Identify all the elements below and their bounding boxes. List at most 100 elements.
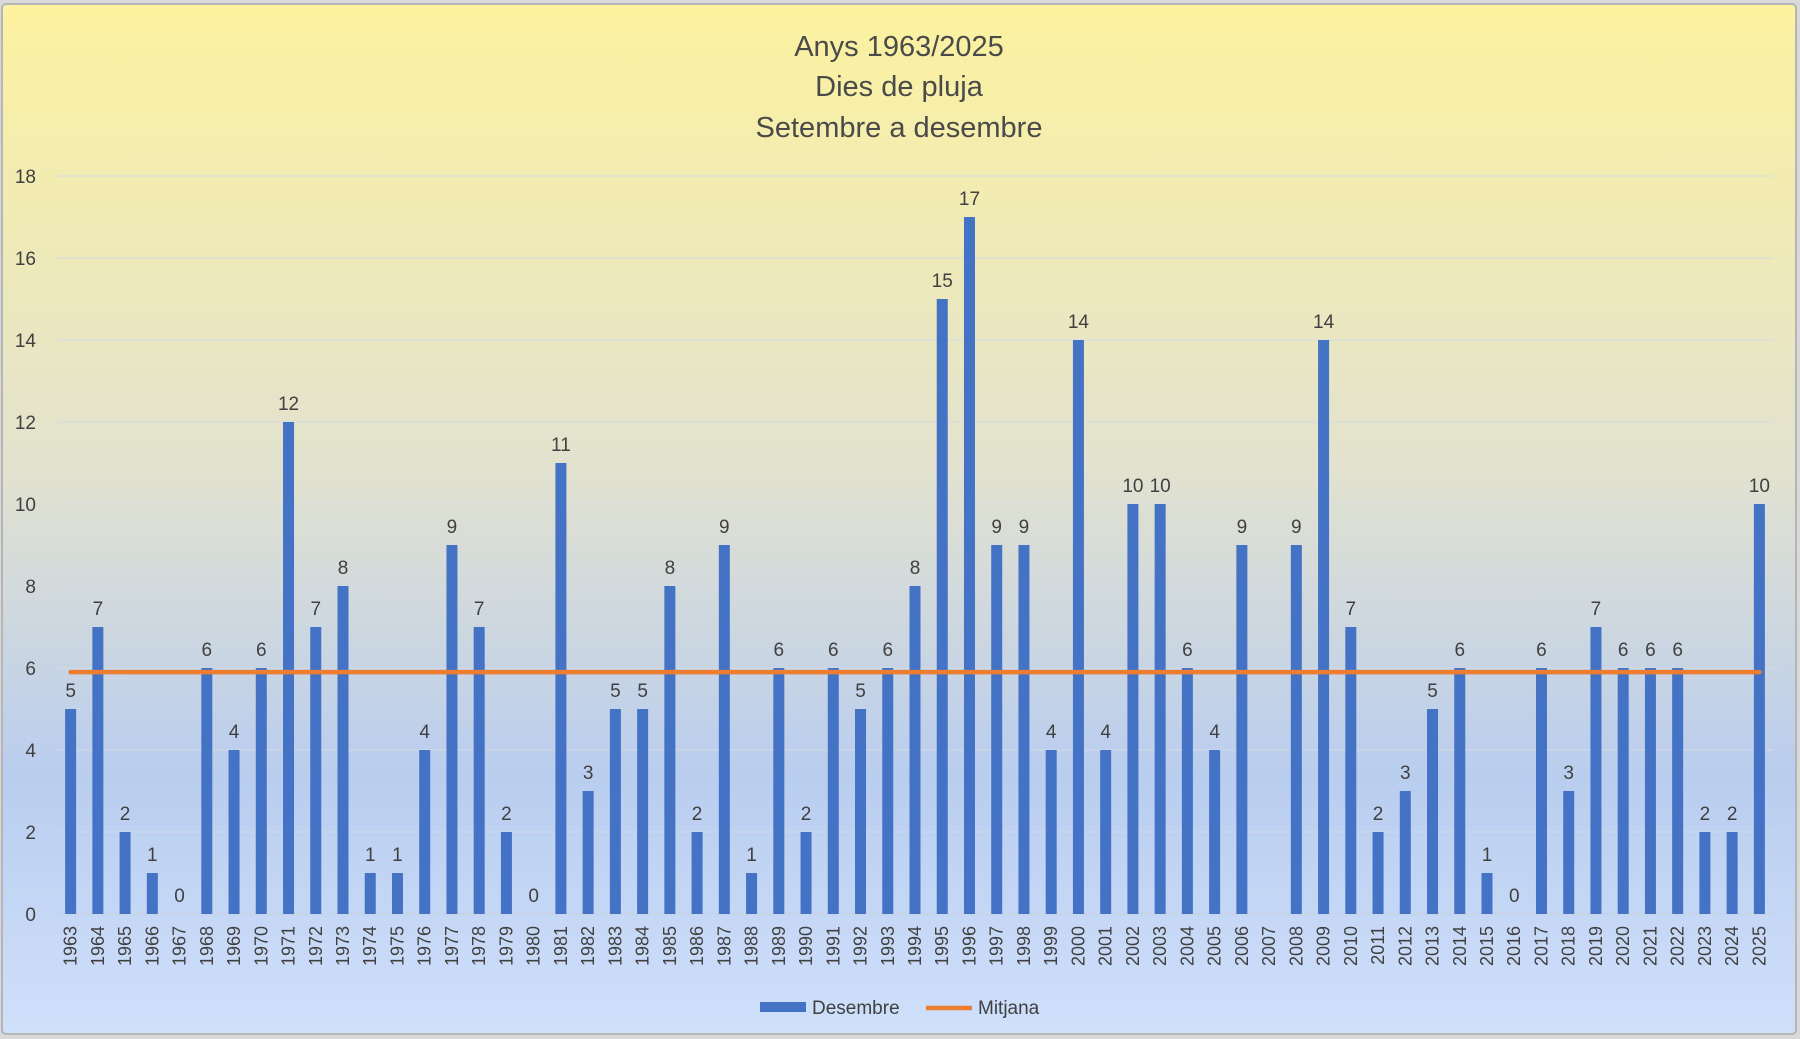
bar	[1427, 709, 1439, 914]
data-label: 4	[1209, 722, 1220, 743]
data-label: 9	[991, 517, 1002, 538]
bar	[800, 832, 812, 914]
bar	[827, 668, 839, 914]
bar	[65, 709, 77, 914]
data-label: 12	[278, 394, 299, 415]
x-tick-label: 1963	[61, 926, 81, 966]
x-tick-label: 2017	[1531, 926, 1551, 966]
x-tick-label: 1970	[251, 926, 271, 966]
chart-background	[1, 3, 1797, 1035]
x-axis-ticks: 1963 1964 1965 1966 1967 1968 1969 1970 1971 1972…	[61, 926, 1770, 966]
x-tick-label: 1997	[987, 926, 1007, 966]
bar	[555, 463, 567, 914]
bar	[119, 832, 131, 914]
data-label: 2	[501, 804, 512, 825]
x-tick-label: 1980	[524, 926, 544, 966]
data-label: 10	[1150, 476, 1171, 497]
x-tick-label: 2016	[1504, 926, 1524, 966]
x-tick-label: 2005	[1205, 926, 1225, 966]
y-tick-label: 8	[25, 577, 36, 598]
bar	[1372, 832, 1384, 914]
x-tick-label: 2013	[1423, 926, 1443, 966]
x-tick-label: 2012	[1395, 926, 1415, 966]
bar	[936, 299, 948, 914]
chart-title: Anys 1963/2025 Dies de pluja Setembre a …	[756, 31, 1043, 144]
data-label: 7	[1346, 599, 1357, 620]
x-tick-label: 1978	[469, 926, 489, 966]
bar	[1072, 340, 1084, 914]
y-axis-ticks: 0 2 4 6 8 10 12 14 16 18	[15, 167, 37, 926]
bar	[146, 873, 158, 914]
x-tick-label: 1985	[660, 926, 680, 966]
data-label: 7	[474, 599, 485, 620]
bar	[337, 586, 349, 914]
bar	[1563, 791, 1575, 914]
title-line-1: Anys 1963/2025	[794, 31, 1004, 63]
data-label: 2	[120, 804, 131, 825]
x-tick-label: 1969	[224, 926, 244, 966]
data-label: 2	[1727, 804, 1738, 825]
x-tick-label: 2015	[1477, 926, 1497, 966]
bar	[1209, 750, 1221, 914]
data-label: 0	[528, 886, 539, 907]
data-label: 17	[959, 189, 980, 210]
data-label: 6	[1645, 640, 1656, 661]
y-tick-label: 14	[15, 331, 37, 352]
legend-swatch-bar	[760, 1002, 806, 1012]
bar	[1154, 504, 1166, 914]
y-tick-label: 10	[15, 495, 36, 516]
x-tick-label: 2008	[1286, 926, 1306, 966]
y-tick-label: 12	[15, 413, 36, 434]
data-label: 4	[229, 722, 240, 743]
bar	[391, 873, 403, 914]
data-label: 2	[1700, 804, 1711, 825]
data-label: 11	[551, 435, 571, 456]
bar	[609, 709, 621, 914]
data-label: 6	[882, 640, 893, 661]
data-label: 8	[338, 558, 349, 579]
bar	[201, 668, 213, 914]
x-tick-label: 2000	[1068, 926, 1088, 966]
data-label: 0	[1509, 886, 1520, 907]
data-label: 6	[1618, 640, 1629, 661]
title-line-3: Setembre a desembre	[756, 112, 1043, 144]
bar	[283, 422, 295, 914]
x-tick-label: 1995	[932, 926, 952, 966]
data-label: 14	[1313, 312, 1335, 333]
bar	[1753, 504, 1765, 914]
bar	[746, 873, 758, 914]
x-tick-label: 1973	[333, 926, 353, 966]
data-label: 9	[1237, 517, 1248, 538]
bar	[500, 832, 512, 914]
data-label: 5	[65, 681, 76, 702]
x-tick-label: 1965	[115, 926, 135, 966]
data-label: 1	[147, 845, 158, 866]
data-label: 6	[774, 640, 785, 661]
bar	[1699, 832, 1711, 914]
data-label: 6	[1536, 640, 1547, 661]
data-label: 6	[1672, 640, 1683, 661]
x-tick-label: 2006	[1232, 926, 1252, 966]
legend: Desembre Mitjana	[760, 998, 1040, 1019]
x-tick-label: 1977	[442, 926, 462, 966]
bar	[637, 709, 649, 914]
bar	[773, 668, 785, 914]
bar	[1454, 668, 1466, 914]
x-tick-label: 1968	[197, 926, 217, 966]
y-tick-label: 16	[15, 249, 36, 270]
bar	[718, 545, 730, 914]
bar	[909, 586, 921, 914]
bar	[855, 709, 867, 914]
bar	[255, 668, 267, 914]
data-label: 1	[1482, 845, 1493, 866]
x-tick-label: 1972	[306, 926, 326, 966]
data-label: 5	[637, 681, 648, 702]
x-tick-label: 1986	[687, 926, 707, 966]
data-label: 9	[1019, 517, 1030, 538]
data-label: 6	[1454, 640, 1465, 661]
x-tick-label: 2025	[1749, 926, 1769, 966]
x-tick-label: 2004	[1177, 926, 1197, 966]
data-label: 0	[174, 886, 185, 907]
data-label: 4	[419, 722, 430, 743]
